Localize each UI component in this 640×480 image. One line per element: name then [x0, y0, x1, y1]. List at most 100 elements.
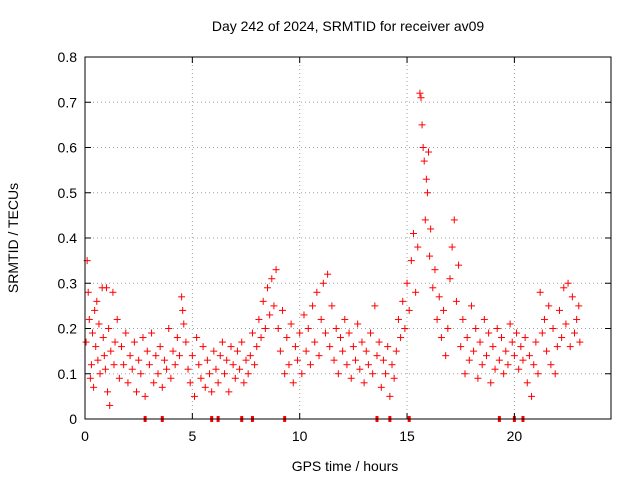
- data-point: [139, 334, 147, 342]
- x-tick-label: 5: [188, 428, 196, 444]
- data-point: [328, 302, 336, 310]
- data-point: [334, 370, 342, 378]
- data-point: [412, 288, 420, 296]
- data-point: [576, 338, 584, 346]
- y-tick-label: 0.3: [58, 275, 78, 291]
- data-point: [126, 352, 134, 360]
- data-point: [188, 352, 196, 360]
- data-point: [347, 374, 355, 382]
- data-point: [106, 401, 114, 409]
- data-point: [442, 352, 450, 360]
- data-point: [82, 338, 90, 346]
- data-point: [440, 306, 448, 314]
- data-point: [291, 343, 299, 351]
- data-point: [407, 257, 415, 265]
- data-point: [248, 329, 256, 337]
- data-point: [240, 379, 248, 387]
- data-point: [261, 325, 269, 332]
- x-tick-label: 10: [292, 428, 308, 444]
- data-point: [104, 388, 112, 396]
- data-point: [510, 352, 518, 360]
- data-point: [375, 338, 383, 346]
- data-point: [341, 315, 349, 323]
- x-tick-label: 15: [399, 428, 415, 444]
- data-point: [427, 225, 435, 233]
- data-point: [178, 293, 186, 301]
- data-point: [206, 370, 214, 378]
- data-point: [367, 329, 375, 337]
- data-point: [489, 343, 497, 351]
- data-point: [467, 302, 475, 310]
- data-point: [304, 325, 312, 332]
- data-point: [500, 370, 508, 378]
- data-point: [502, 347, 510, 355]
- data-point: [145, 361, 153, 369]
- data-point: [242, 356, 250, 364]
- data-point: [543, 347, 551, 355]
- data-point: [470, 347, 478, 355]
- data-point: [186, 379, 194, 387]
- data-point: [233, 347, 241, 355]
- data-point: [399, 297, 407, 305]
- data-point: [317, 315, 325, 323]
- data-point: [281, 370, 289, 378]
- data-point: [571, 329, 579, 337]
- data-points: [82, 89, 584, 409]
- data-point: [184, 365, 192, 373]
- data-point: [128, 365, 136, 373]
- data-point: [369, 370, 377, 378]
- data-point: [87, 361, 95, 369]
- data-point: [141, 392, 149, 400]
- data-point: [474, 374, 482, 382]
- data-point: [105, 325, 113, 332]
- data-point: [259, 297, 267, 305]
- data-point: [339, 347, 347, 355]
- data-point: [560, 284, 568, 292]
- data-point: [156, 343, 164, 351]
- data-point: [508, 338, 516, 346]
- data-point: [101, 365, 109, 373]
- data-point: [401, 325, 409, 332]
- data-point: [384, 343, 392, 351]
- data-point: [285, 361, 293, 369]
- data-point: [352, 356, 360, 364]
- data-point: [246, 352, 254, 360]
- data-point: [89, 329, 97, 337]
- data-point: [416, 89, 424, 97]
- data-point: [171, 361, 179, 369]
- data-point: [528, 392, 536, 400]
- data-point: [289, 379, 297, 387]
- data-point: [165, 325, 173, 332]
- data-point: [120, 361, 128, 369]
- data-point: [266, 311, 274, 319]
- data-point: [429, 284, 437, 292]
- data-point: [495, 356, 503, 364]
- data-point: [309, 302, 317, 310]
- data-point: [435, 293, 443, 301]
- data-point: [506, 320, 514, 328]
- data-point: [263, 284, 271, 292]
- data-point: [107, 347, 115, 355]
- data-point: [152, 352, 160, 360]
- data-point: [420, 157, 428, 165]
- data-point: [450, 216, 458, 224]
- data-point: [519, 356, 527, 364]
- data-point: [478, 361, 486, 369]
- data-point: [354, 320, 362, 328]
- y-tick-label: 0.6: [58, 140, 78, 156]
- data-point: [386, 392, 394, 400]
- data-point: [95, 320, 103, 328]
- data-point: [549, 325, 557, 332]
- data-point: [218, 338, 226, 346]
- data-point: [390, 374, 398, 382]
- data-point: [203, 356, 211, 364]
- data-point: [534, 370, 542, 378]
- data-point: [195, 361, 203, 369]
- data-point: [150, 379, 158, 387]
- data-point: [117, 343, 125, 351]
- data-point: [525, 352, 533, 360]
- data-point: [313, 288, 321, 296]
- data-point: [296, 329, 304, 337]
- data-point: [547, 361, 555, 369]
- data-point: [538, 329, 546, 337]
